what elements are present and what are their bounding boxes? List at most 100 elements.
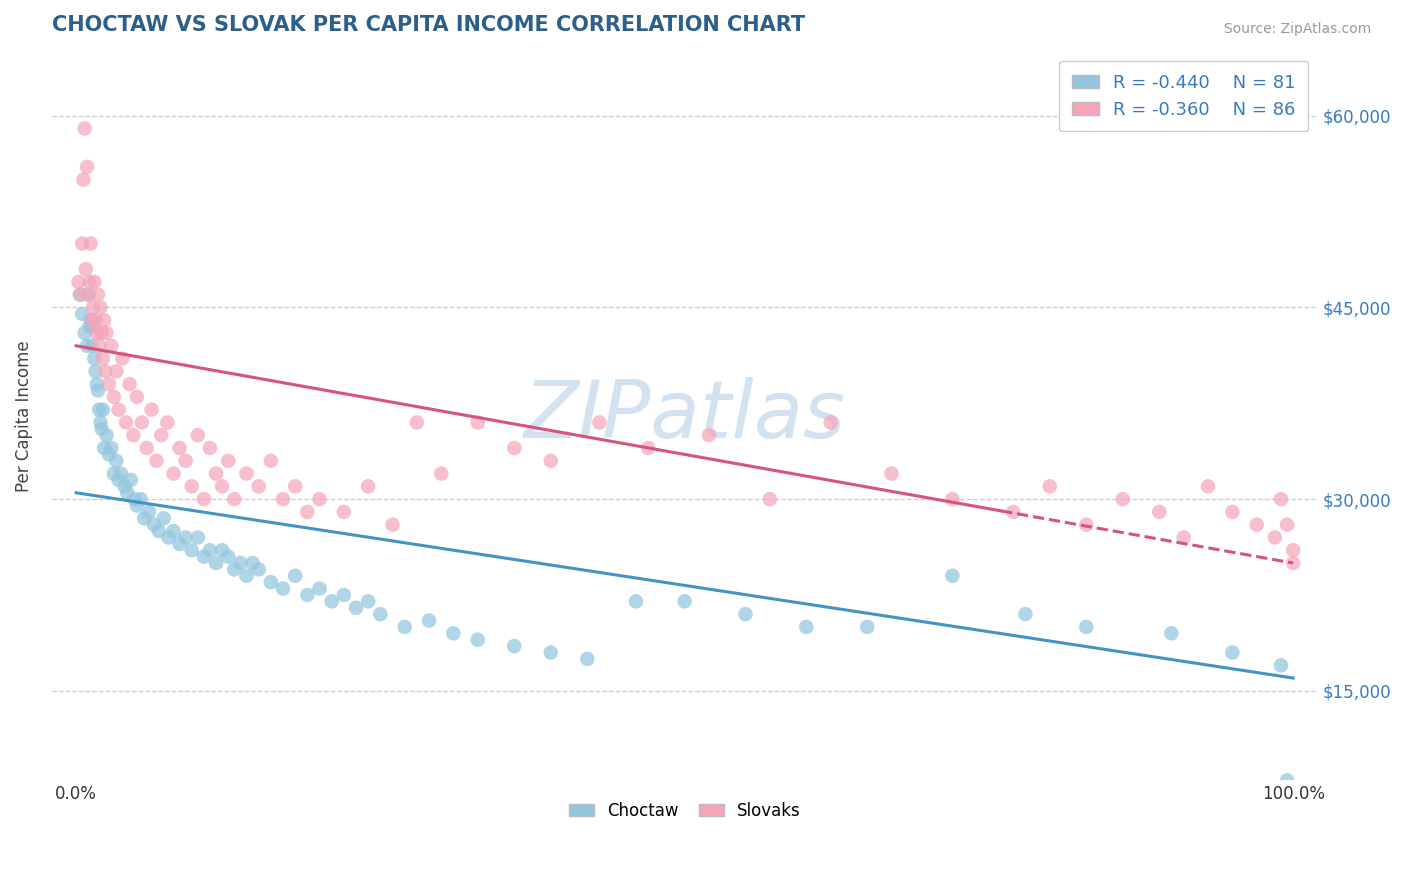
Point: [794, 620, 817, 634]
Point: [80, 313, 103, 327]
Point: [174, 531, 197, 545]
Point: [134, 511, 156, 525]
Point: [576, 652, 599, 666]
Point: [180, 479, 202, 493]
Point: [72, 172, 94, 186]
Point: [333, 505, 356, 519]
Point: [180, 543, 202, 558]
Point: [333, 588, 356, 602]
Point: [150, 428, 173, 442]
Point: [96, 326, 118, 340]
Point: [89, 402, 111, 417]
Point: [405, 416, 427, 430]
Point: [467, 416, 489, 430]
Point: [187, 428, 209, 442]
Point: [174, 454, 197, 468]
Point: [70, 236, 93, 251]
Point: [93, 441, 115, 455]
Point: [187, 531, 209, 545]
Point: [107, 402, 129, 417]
Point: [224, 562, 246, 576]
Point: [235, 569, 257, 583]
Point: [344, 600, 367, 615]
Point: [357, 479, 380, 493]
Point: [87, 384, 110, 398]
Point: [242, 556, 264, 570]
Point: [271, 492, 294, 507]
Point: [734, 607, 756, 622]
Point: [125, 390, 148, 404]
Point: [308, 582, 330, 596]
Point: [84, 364, 107, 378]
Point: [211, 479, 233, 493]
Point: [129, 492, 152, 507]
Point: [80, 236, 103, 251]
Point: [91, 351, 114, 366]
Point: [1220, 505, 1243, 519]
Point: [205, 467, 228, 481]
Point: [90, 326, 112, 340]
Point: [880, 467, 903, 481]
Point: [103, 467, 125, 481]
Point: [82, 319, 104, 334]
Point: [394, 620, 416, 634]
Point: [370, 607, 392, 622]
Point: [1282, 556, 1305, 570]
Point: [441, 626, 464, 640]
Text: Source: ZipAtlas.com: Source: ZipAtlas.com: [1223, 22, 1371, 37]
Point: [1076, 620, 1098, 634]
Point: [1270, 492, 1292, 507]
Point: [260, 454, 283, 468]
Point: [856, 620, 879, 634]
Point: [247, 479, 270, 493]
Point: [247, 562, 270, 576]
Point: [1220, 646, 1243, 660]
Point: [1282, 543, 1305, 558]
Point: [357, 594, 380, 608]
Point: [297, 505, 319, 519]
Point: [1112, 492, 1135, 507]
Point: [1275, 773, 1298, 788]
Point: [193, 492, 215, 507]
Point: [135, 441, 157, 455]
Point: [217, 454, 239, 468]
Point: [430, 467, 453, 481]
Point: [138, 505, 160, 519]
Point: [205, 556, 228, 570]
Point: [82, 301, 104, 315]
Point: [1275, 517, 1298, 532]
Point: [79, 319, 101, 334]
Point: [235, 467, 257, 481]
Point: [124, 492, 146, 507]
Point: [1149, 505, 1171, 519]
Text: CHOCTAW VS SLOVAK PER CAPITA INCOME CORRELATION CHART: CHOCTAW VS SLOVAK PER CAPITA INCOME CORR…: [52, 15, 804, 35]
Point: [260, 575, 283, 590]
Point: [89, 339, 111, 353]
Point: [211, 543, 233, 558]
Point: [157, 531, 180, 545]
Point: [84, 313, 107, 327]
Point: [80, 339, 103, 353]
Point: [79, 275, 101, 289]
Point: [70, 307, 93, 321]
Point: [588, 416, 610, 430]
Point: [162, 524, 184, 538]
Point: [152, 511, 174, 525]
Point: [148, 524, 170, 538]
Point: [540, 646, 562, 660]
Point: [118, 377, 141, 392]
Point: [145, 454, 167, 468]
Point: [93, 313, 115, 327]
Point: [110, 467, 132, 481]
Point: [97, 447, 120, 461]
Point: [193, 549, 215, 564]
Point: [1264, 531, 1286, 545]
Point: [381, 517, 404, 532]
Point: [673, 594, 696, 608]
Point: [86, 326, 108, 340]
Point: [89, 301, 111, 315]
Point: [87, 287, 110, 301]
Point: [67, 275, 90, 289]
Point: [115, 416, 138, 430]
Point: [697, 428, 720, 442]
